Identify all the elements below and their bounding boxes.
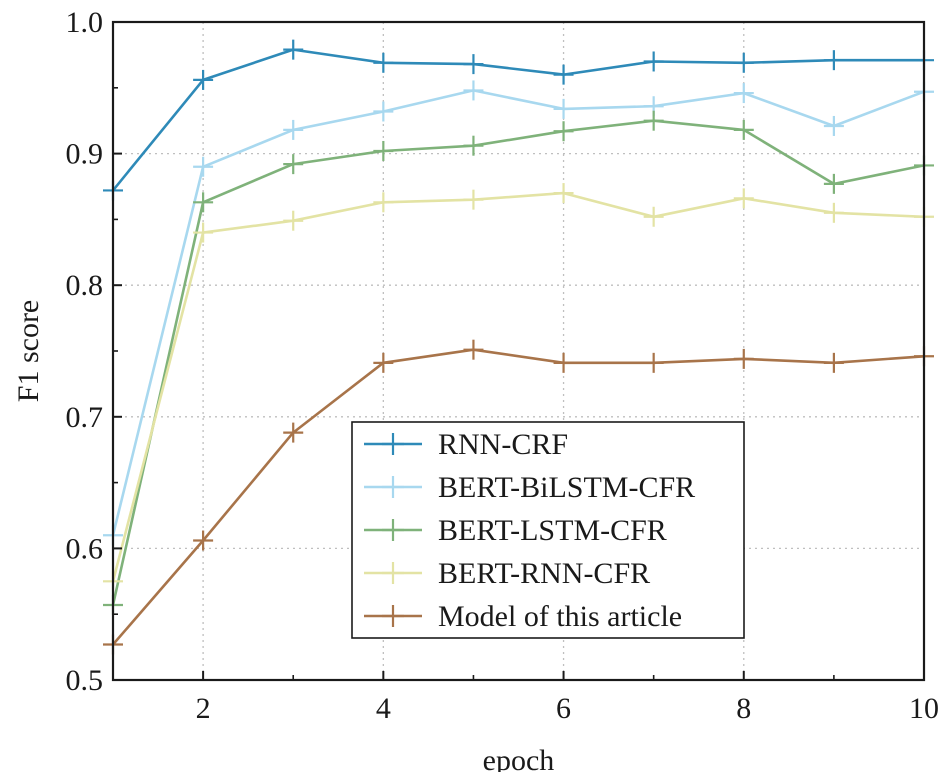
legend-label: RNN-CRF bbox=[438, 428, 568, 461]
data-point bbox=[373, 352, 394, 373]
data-point bbox=[733, 119, 754, 140]
legend-label: BERT-BiLSTM-CFR bbox=[438, 471, 695, 504]
data-point bbox=[463, 135, 484, 156]
data-point bbox=[643, 110, 664, 131]
data-point bbox=[193, 530, 214, 551]
legend-item: BERT-RNN-CFR bbox=[364, 557, 650, 590]
data-point bbox=[283, 119, 304, 140]
legend-label: BERT-RNN-CFR bbox=[438, 557, 650, 590]
data-point bbox=[283, 210, 304, 231]
data-point bbox=[283, 154, 304, 175]
legend-label: BERT-LSTM-CFR bbox=[438, 514, 667, 547]
data-point bbox=[193, 222, 214, 243]
data-point bbox=[733, 83, 754, 104]
data-point bbox=[373, 101, 394, 122]
x-tick-label: 8 bbox=[736, 692, 751, 725]
y-tick-label: 1.0 bbox=[66, 6, 104, 39]
x-tick-label: 10 bbox=[909, 692, 939, 725]
data-point bbox=[823, 50, 844, 71]
y-tick-label: 0.5 bbox=[66, 664, 104, 697]
data-point bbox=[643, 206, 664, 227]
legend-label: Model of this article bbox=[438, 600, 682, 633]
data-point bbox=[193, 69, 214, 90]
legend: RNN-CRF BERT-BiLSTM-CFR BERT-LSTM-CFR BERT-… bbox=[351, 421, 745, 639]
data-point bbox=[463, 189, 484, 210]
data-point bbox=[283, 422, 304, 443]
x-tick-label: 6 bbox=[556, 692, 571, 725]
y-tick-label: 0.6 bbox=[66, 532, 104, 565]
legend-item: BERT-LSTM-CFR bbox=[364, 514, 667, 547]
data-point bbox=[463, 339, 484, 360]
series-line bbox=[111, 191, 925, 582]
data-point bbox=[643, 51, 664, 72]
y-axis-label: F1 score bbox=[12, 300, 45, 402]
y-tick-label: 0.9 bbox=[66, 138, 104, 171]
data-point bbox=[193, 192, 214, 213]
data-point bbox=[373, 140, 394, 161]
data-point bbox=[553, 183, 574, 204]
data-point bbox=[373, 192, 394, 213]
data-point bbox=[823, 173, 844, 194]
data-point bbox=[553, 352, 574, 373]
series-line bbox=[111, 89, 925, 536]
data-point bbox=[823, 202, 844, 223]
y-tick-label: 0.7 bbox=[66, 401, 104, 434]
data-point bbox=[553, 98, 574, 119]
data-point bbox=[823, 352, 844, 373]
data-point bbox=[553, 64, 574, 85]
x-axis-label: epoch bbox=[483, 744, 555, 772]
series-group bbox=[103, 39, 934, 201]
x-tick-label: 4 bbox=[376, 692, 391, 725]
data-point bbox=[553, 121, 574, 142]
data-point bbox=[733, 348, 754, 369]
data-point bbox=[463, 54, 484, 75]
data-point bbox=[733, 52, 754, 73]
data-point bbox=[193, 156, 214, 177]
data-point bbox=[643, 352, 664, 373]
data-point bbox=[283, 39, 304, 60]
legend-item: Model of this article bbox=[364, 600, 682, 633]
legend-item: BERT-BiLSTM-CFR bbox=[364, 471, 695, 504]
data-point bbox=[463, 80, 484, 101]
data-point bbox=[823, 115, 844, 136]
legend-item: RNN-CRF bbox=[364, 428, 568, 461]
y-tick-label: 0.8 bbox=[66, 269, 104, 302]
data-point bbox=[733, 188, 754, 209]
series-line bbox=[111, 119, 925, 606]
series-line bbox=[111, 48, 924, 192]
data-point bbox=[373, 52, 394, 73]
x-tick-label: 2 bbox=[196, 692, 211, 725]
series-line bbox=[112, 348, 925, 646]
